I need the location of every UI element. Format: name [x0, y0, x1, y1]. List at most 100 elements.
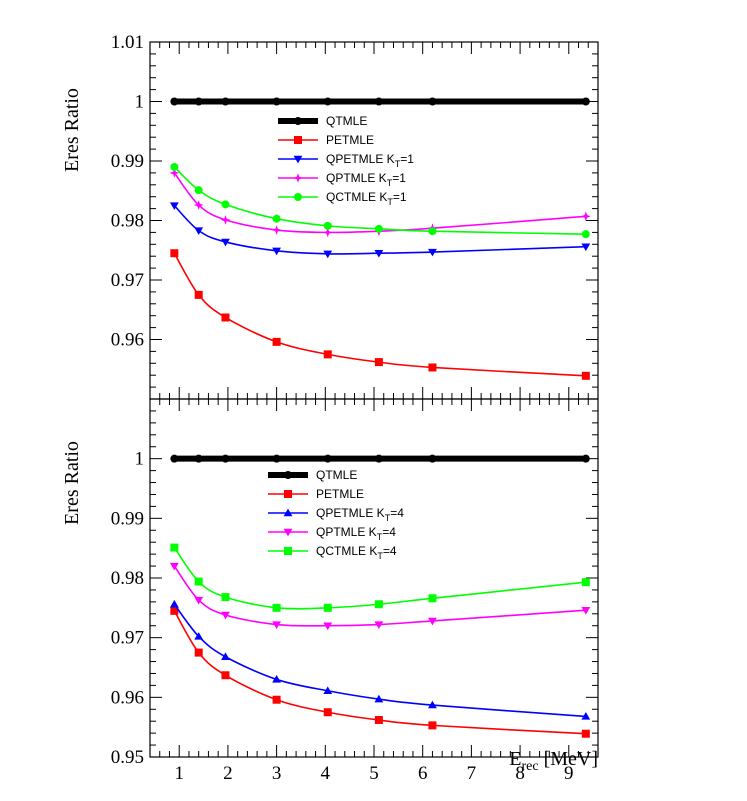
bottom-x-ticks — [149, 399, 599, 757]
top-data-point — [323, 221, 332, 230]
bottom-y-axis-label: Eres Ratio — [61, 441, 83, 525]
legend-label-subscript: T — [377, 551, 383, 561]
legend-label-main: QPTMLE K — [316, 525, 377, 539]
bottom-data-point — [194, 632, 204, 640]
top-y-tick-label: 1 — [135, 92, 145, 113]
top-series-line — [173, 205, 586, 255]
bottom-series-qpetmle — [169, 599, 591, 720]
top-data-point — [194, 290, 203, 299]
bottom-data-point — [581, 729, 590, 738]
top-legend-item: QPTMLE KT=1 — [278, 171, 406, 188]
bottom-data-point — [169, 599, 179, 608]
legend-label-subscript: T — [387, 197, 393, 207]
top-legend-marker — [294, 117, 302, 125]
top-data-point — [428, 97, 437, 106]
bottom-data-point — [323, 603, 332, 612]
bottom-data-point — [581, 454, 590, 463]
top-legend-marker — [294, 136, 302, 144]
top-y-ticks — [150, 41, 598, 400]
bottom-series-qctmle — [170, 543, 590, 612]
top-data-point — [581, 230, 590, 239]
bottom-panel: 0.95 0.96 0.97 0.98 0.99 1 1 2 3 4 5 6 7 8 9 QTMLE PETML… — [111, 398, 599, 784]
bottom-data-point — [272, 675, 282, 683]
top-data-point — [272, 214, 281, 223]
top-data-point — [323, 350, 332, 359]
bottom-data-point — [374, 600, 383, 609]
bottom-x-tick-label: 4 — [321, 763, 331, 784]
bottom-y-tick-label: 0.99 — [111, 508, 144, 529]
bottom-data-point — [428, 617, 437, 626]
top-data-point — [169, 168, 180, 178]
bottom-data-point — [169, 562, 179, 571]
top-data-point — [581, 371, 590, 380]
top-panel: 0.96 0.97 0.98 0.99 1 1.01 QTMLE PETMLE QPETMLE … — [111, 32, 599, 400]
top-y-tick-labels: 0.96 0.97 0.98 0.99 1 1.01 — [111, 32, 144, 351]
top-data-point — [169, 202, 179, 211]
top-series-line — [173, 252, 586, 377]
legend-label-subscript: T — [395, 159, 401, 169]
bottom-x-tick-labels: 1 2 3 4 5 6 7 8 9 — [174, 763, 573, 784]
top-legend-label: PETMLE — [326, 133, 374, 147]
top-y-tick-label: 0.98 — [111, 211, 144, 232]
bottom-series-qptmle — [169, 562, 591, 631]
bottom-y-tick-label: 0.96 — [111, 687, 144, 708]
legend-label-suffix: =4 — [383, 544, 397, 558]
top-data-point — [374, 97, 383, 106]
bottom-data-point — [194, 577, 203, 586]
legend-label-main: QCTMLE K — [316, 544, 377, 558]
bottom-series-petmle — [170, 606, 590, 738]
bottom-legend-marker — [283, 528, 293, 537]
legend-label-main: PETMLE — [326, 133, 374, 147]
bottom-y-tick-label: 0.98 — [111, 568, 144, 589]
bottom-series-qtmle — [170, 454, 590, 463]
top-data-point — [170, 162, 179, 171]
top-data-point — [221, 238, 230, 247]
top-data-point — [374, 250, 384, 258]
top-data-point — [323, 97, 332, 106]
bottom-data-point — [194, 454, 203, 463]
top-data-point — [221, 97, 230, 106]
top-legend-marker — [293, 173, 303, 183]
top-data-point — [581, 243, 591, 252]
top-data-point — [193, 200, 204, 210]
bottom-data-point — [272, 621, 282, 629]
bottom-legend-item: QPTMLE KT=4 — [268, 525, 396, 542]
legend-label-suffix: =1 — [400, 152, 414, 166]
top-data-point — [581, 97, 590, 106]
bottom-y-tick-labels: 0.95 0.96 0.97 0.98 0.99 1 — [111, 449, 144, 768]
bottom-data-point — [170, 606, 179, 615]
bottom-legend-label: QCTMLE KT=4 — [316, 544, 397, 561]
bottom-y-ticks — [150, 398, 598, 758]
bottom-x-tick-label: 7 — [467, 763, 477, 784]
x-axis-label: Erec [MeV] — [509, 748, 598, 774]
legend-label-main: QPETMLE K — [326, 152, 395, 166]
x-axis-label-subscript: rec — [521, 759, 538, 774]
top-data-point — [374, 224, 383, 233]
bottom-legend-item: QCTMLE KT=4 — [268, 544, 397, 561]
top-data-point — [221, 313, 230, 322]
bottom-data-point — [170, 454, 179, 463]
legend-label-main: QPETMLE K — [316, 506, 385, 520]
bottom-data-point — [374, 694, 384, 703]
bottom-data-point — [374, 454, 383, 463]
bottom-legend-marker — [284, 471, 292, 479]
bottom-legend-label: QPETMLE KT=4 — [316, 506, 404, 523]
bottom-data-point — [221, 671, 230, 680]
bottom-data-point — [221, 593, 230, 602]
bottom-data-point — [194, 596, 204, 605]
bottom-data-point — [323, 686, 333, 694]
top-data-point — [170, 249, 179, 258]
bottom-series-line — [173, 610, 586, 735]
bottom-legend-marker — [283, 508, 293, 517]
top-data-point — [194, 227, 204, 236]
bottom-data-point — [323, 454, 332, 463]
legend-label-suffix: =1 — [393, 190, 407, 204]
bottom-legend-label: QPTMLE KT=4 — [316, 525, 396, 542]
top-series-line — [173, 172, 586, 234]
bottom-data-point — [170, 543, 179, 552]
legend-label-main: QTMLE — [316, 468, 357, 482]
top-legend-marker — [294, 193, 302, 201]
